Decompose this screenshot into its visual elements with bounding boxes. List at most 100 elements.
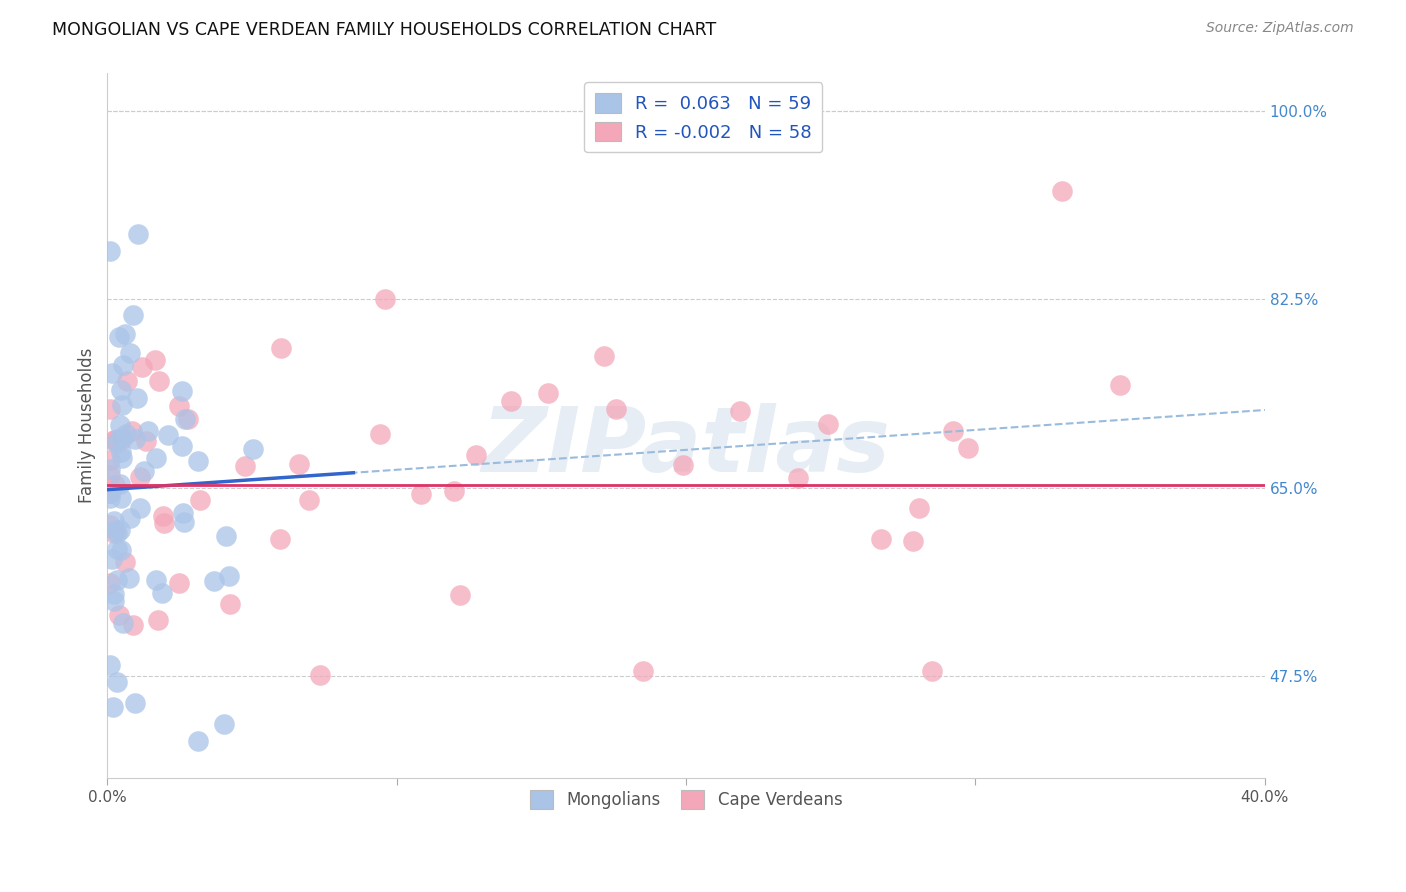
Point <box>592 349 614 363</box>
Point <box>110 445 132 459</box>
Point <box>124 432 146 446</box>
Point <box>921 664 943 678</box>
Point <box>115 426 138 441</box>
Point <box>104 434 127 448</box>
Text: Source: ZipAtlas.com: Source: ZipAtlas.com <box>1206 21 1354 35</box>
Point <box>122 308 145 322</box>
Point <box>104 478 127 492</box>
Point <box>105 675 128 690</box>
Point <box>98 486 121 500</box>
Point <box>110 491 132 506</box>
Point <box>152 516 174 531</box>
Point <box>104 523 127 537</box>
Point <box>173 515 195 529</box>
Point <box>146 613 169 627</box>
Point <box>269 533 291 547</box>
Point <box>786 471 808 485</box>
Point <box>270 341 292 355</box>
Point <box>105 436 128 450</box>
Point <box>105 541 128 556</box>
Point <box>118 511 141 525</box>
Point <box>145 450 167 465</box>
Point <box>112 616 135 631</box>
Point <box>942 424 965 438</box>
Point <box>173 412 195 426</box>
Point <box>537 386 560 401</box>
Point <box>103 594 125 608</box>
Point <box>501 393 523 408</box>
Point <box>125 391 148 405</box>
Point <box>98 467 121 482</box>
Point <box>202 574 225 588</box>
Text: ZIPatlas: ZIPatlas <box>482 403 890 491</box>
Point <box>105 526 128 541</box>
Point <box>127 227 149 242</box>
Point <box>114 326 136 341</box>
Point <box>110 383 132 397</box>
Point <box>870 533 893 547</box>
Point <box>108 476 131 491</box>
Point <box>152 508 174 523</box>
Point <box>103 434 125 448</box>
Point <box>98 401 121 416</box>
Point <box>443 483 465 498</box>
Point <box>124 696 146 710</box>
Point <box>233 459 256 474</box>
Point <box>903 533 925 548</box>
Point <box>956 441 979 455</box>
Point <box>1109 378 1132 392</box>
Point <box>309 667 332 681</box>
Point <box>101 699 124 714</box>
Point <box>672 458 695 472</box>
Point <box>129 501 152 516</box>
Point <box>118 570 141 584</box>
Point <box>145 573 167 587</box>
Point <box>98 486 121 500</box>
Point <box>186 454 208 468</box>
Point <box>136 424 159 438</box>
Legend: Mongolians, Cape Verdeans: Mongolians, Cape Verdeans <box>523 784 849 816</box>
Point <box>111 397 134 411</box>
Point <box>105 573 128 587</box>
Point <box>108 431 131 445</box>
Point <box>108 523 131 537</box>
Point <box>215 529 238 543</box>
Point <box>98 657 121 672</box>
Point <box>103 514 125 528</box>
Point <box>374 292 396 306</box>
Point <box>172 506 194 520</box>
Point <box>298 492 321 507</box>
Point <box>148 374 170 388</box>
Point <box>110 543 132 558</box>
Point <box>98 453 121 467</box>
Point <box>288 457 311 471</box>
Point <box>150 585 173 599</box>
Point <box>368 426 391 441</box>
Point <box>98 244 121 258</box>
Point <box>908 500 931 515</box>
Point <box>170 384 193 399</box>
Point <box>120 346 142 360</box>
Point <box>103 525 125 540</box>
Point <box>605 401 627 416</box>
Point <box>111 432 134 446</box>
Point <box>728 403 751 417</box>
Point <box>167 576 190 591</box>
Point <box>464 448 486 462</box>
Point <box>111 450 134 465</box>
Point <box>98 575 121 590</box>
Point <box>135 434 157 448</box>
Point <box>817 417 839 431</box>
Point <box>157 428 180 442</box>
Point <box>187 733 209 747</box>
Point <box>449 588 471 602</box>
Point <box>188 493 211 508</box>
Point <box>214 717 236 731</box>
Point <box>170 439 193 453</box>
Text: MONGOLIAN VS CAPE VERDEAN FAMILY HOUSEHOLDS CORRELATION CHART: MONGOLIAN VS CAPE VERDEAN FAMILY HOUSEHO… <box>52 21 716 38</box>
Point <box>108 330 131 344</box>
Point <box>115 375 138 389</box>
Point <box>121 617 143 632</box>
Point <box>98 462 121 476</box>
Point <box>98 491 121 505</box>
